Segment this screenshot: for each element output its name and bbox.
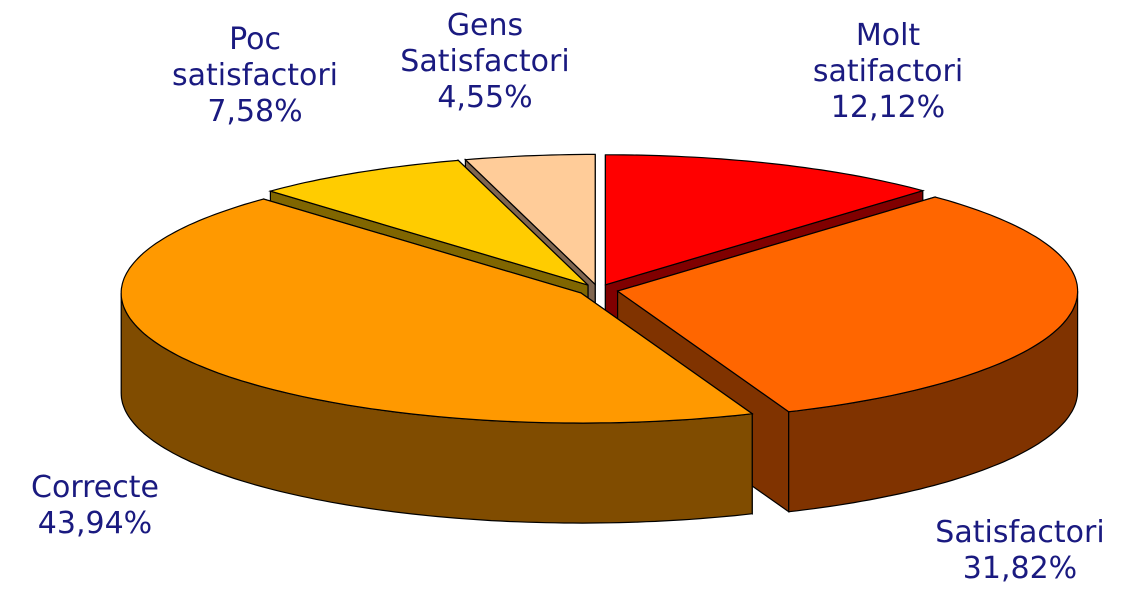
slice-label: Molt satifactori 12,12%: [788, 18, 988, 126]
slice-value: 43,94%: [37, 506, 153, 541]
slice-label: Correcte 43,94%: [0, 470, 195, 542]
slice-label: Gens Satisfactori 4,55%: [385, 8, 585, 116]
slice: [120, 198, 754, 424]
slice-name: Satisfactori: [935, 515, 1105, 550]
slice-value: 7,58%: [207, 94, 303, 129]
slice-name: Correcte: [31, 470, 159, 505]
slice: [268, 159, 589, 286]
slice: [616, 196, 1079, 413]
slice-value: 31,82%: [962, 551, 1078, 586]
slice: [464, 153, 596, 286]
slice-name: Poc satisfactori: [172, 22, 338, 93]
slice-value: 12,12%: [830, 90, 946, 125]
slice-label: Satisfactori 31,82%: [920, 515, 1120, 587]
slice-name: Gens Satisfactori: [400, 8, 570, 79]
slice: [604, 154, 925, 286]
slice-value: 4,55%: [437, 80, 533, 115]
slice-name: Molt satifactori: [812, 18, 964, 89]
slice-label: Poc satisfactori 7,58%: [155, 22, 355, 130]
